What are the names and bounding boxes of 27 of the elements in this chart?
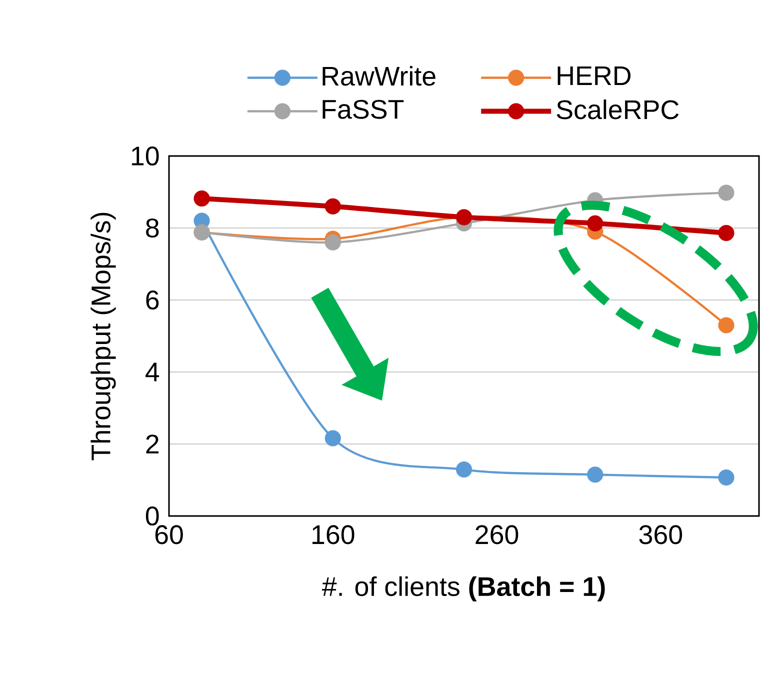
- point: [324, 430, 341, 446]
- x-tick-label: 260: [476, 525, 518, 544]
- point: [587, 215, 604, 232]
- point: [587, 466, 604, 483]
- x-tick-label: 160: [312, 525, 354, 544]
- point: [194, 190, 210, 207]
- y-tick-label: 10: [132, 146, 159, 166]
- x-tick-label: 60: [155, 525, 183, 544]
- legend-label: RawWrite: [322, 66, 436, 86]
- point: [324, 198, 341, 214]
- y-tick-label: 2: [146, 434, 158, 454]
- y-tick-label: 6: [146, 290, 159, 310]
- legend-label: FaSST: [322, 100, 404, 119]
- point: [718, 469, 734, 486]
- x-tick-label: 360: [639, 525, 682, 544]
- point: [456, 462, 472, 478]
- point: [324, 234, 341, 250]
- y-tick-label: 0: [146, 506, 159, 526]
- y-tick-label: 4: [146, 362, 160, 382]
- legend-label: ScaleRPC: [556, 99, 679, 120]
- y-tick-label: 8: [146, 218, 159, 238]
- point: [718, 224, 734, 242]
- point: [718, 184, 734, 201]
- point: [718, 317, 734, 334]
- y-axis-title: Throughput (Mops/s): [90, 212, 116, 460]
- legend-label: HERD: [558, 66, 631, 85]
- x-axis-title: #. of clients (Batch = 1): [322, 576, 605, 602]
